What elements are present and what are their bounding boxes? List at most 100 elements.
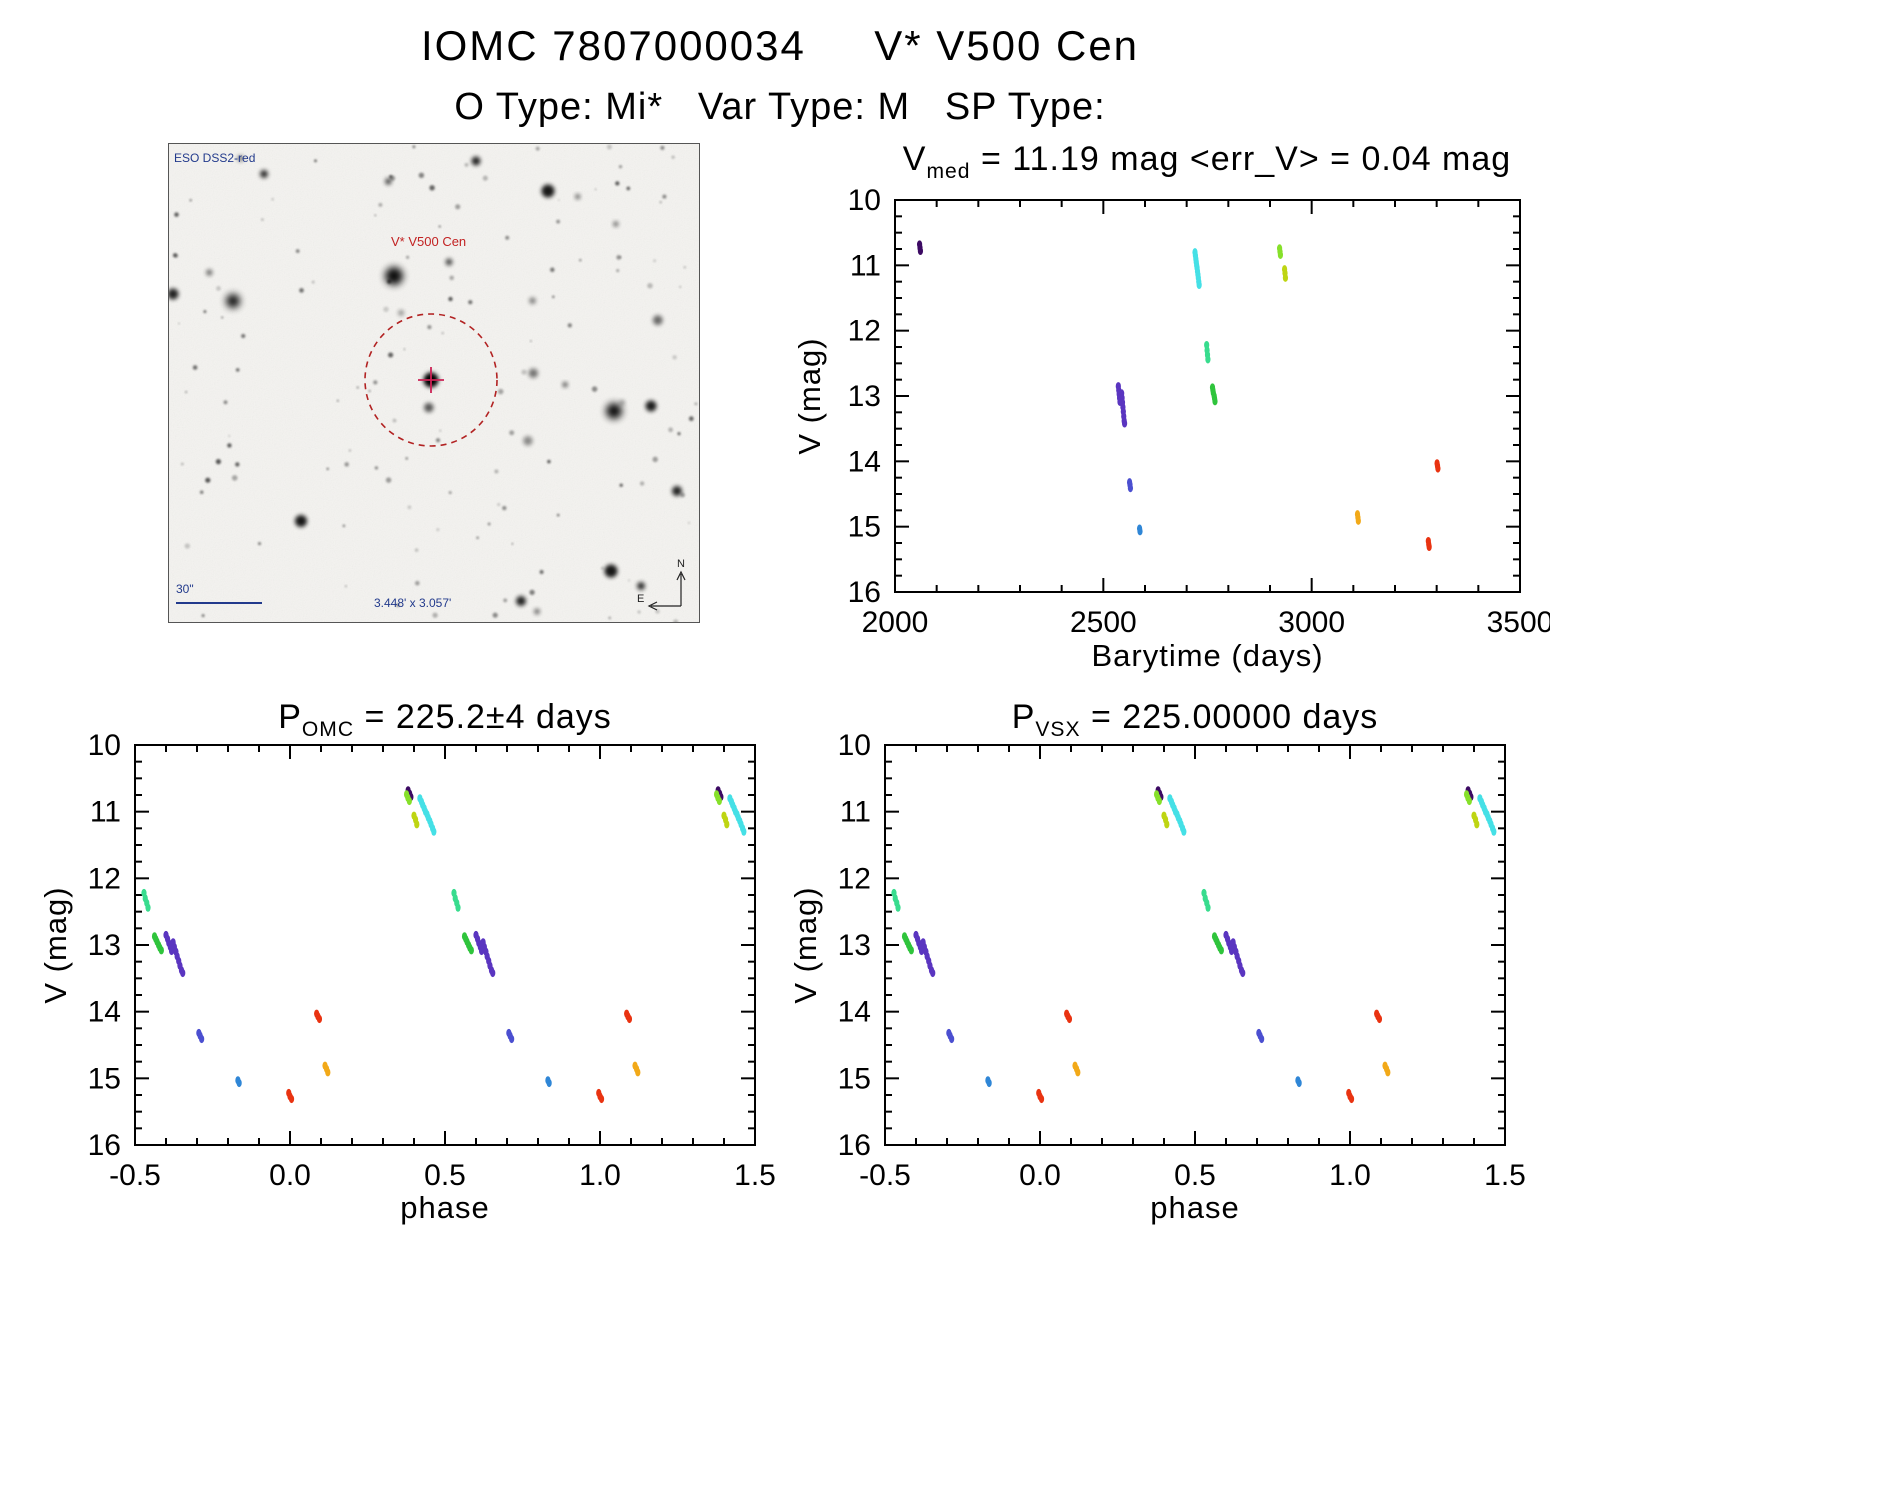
star: [385, 477, 392, 483]
star: [389, 175, 396, 181]
star: [172, 253, 178, 258]
data-point: [1218, 946, 1224, 955]
title-text: = 11.19 mag <err_V> = 0.04 mag: [970, 140, 1512, 178]
star: [449, 275, 454, 281]
x-tick-label: 0.5: [424, 1159, 466, 1192]
data-point: [431, 827, 437, 836]
y-tick-label: 12: [838, 862, 871, 895]
star: [619, 256, 622, 259]
star: [683, 266, 686, 269]
star: [628, 579, 630, 582]
y-tick-label: 11: [90, 796, 121, 829]
star: [441, 332, 444, 335]
y-tick-label: 15: [838, 1062, 871, 1095]
star: [448, 296, 453, 302]
star: [295, 249, 300, 253]
x-tick-label: 1.5: [1484, 1159, 1526, 1192]
star: [398, 310, 404, 316]
star: [550, 267, 555, 273]
x-tick-label: 3000: [1278, 606, 1345, 639]
star: [613, 221, 619, 227]
star: [201, 614, 205, 618]
data-point: [1282, 273, 1289, 282]
star: [178, 322, 180, 325]
star: [600, 566, 604, 570]
star: [235, 462, 240, 467]
star: [652, 456, 658, 463]
star: [439, 429, 442, 432]
data-point: [635, 1068, 641, 1077]
data-point: [288, 1094, 295, 1104]
star: [529, 589, 535, 596]
star: [659, 201, 662, 204]
phase-omc-plot: POMC = 225.2±4 days V (mag) phase -0.5 0.…: [20, 690, 800, 1250]
finder-scale-label: 30": [176, 582, 194, 596]
data-point: [917, 246, 924, 256]
star: [547, 459, 551, 464]
data-point: [1277, 250, 1284, 259]
star: [185, 391, 188, 394]
x-tick-label: -0.5: [859, 1159, 911, 1192]
star: [539, 570, 544, 574]
lightcurve-plot: Vmed = 11.19 mag <err_V> = 0.04 mag V (m…: [760, 130, 1550, 700]
data-point: [490, 968, 496, 978]
star: [445, 258, 453, 266]
star: [174, 212, 179, 217]
star: [383, 306, 389, 313]
data-point: [158, 946, 164, 955]
star: [455, 204, 461, 210]
data-point: [1376, 1014, 1383, 1024]
data-point: [716, 796, 722, 806]
target-cross-marker: [418, 367, 444, 393]
phase-omc-canvas: -0.5 0.0 0.5 1.0 1.5 10 11 12 13 14 15 16: [88, 729, 776, 1192]
star: [403, 348, 406, 351]
tick-labels: -0.5 0.0 0.5 1.0 1.5 10 11 12 13 14 15 16: [838, 729, 1526, 1192]
star: [672, 355, 677, 360]
y-tick-label: 13: [848, 380, 881, 413]
phase-omc-title: POMC = 225.2±4 days: [135, 698, 755, 742]
finder-scale-bar: [176, 602, 262, 604]
star: [221, 316, 224, 319]
y-tick-label: 12: [88, 862, 121, 895]
star: [429, 185, 435, 191]
data-point: [908, 946, 914, 955]
data-point: [1385, 1068, 1391, 1077]
x-tick-label: 0.0: [269, 1159, 311, 1192]
star: [378, 203, 383, 207]
star: [271, 197, 274, 201]
star: [468, 300, 473, 305]
star: [497, 503, 501, 506]
star: [215, 458, 222, 465]
data-point: [236, 1078, 242, 1088]
star: [662, 194, 667, 199]
y-tick-label: 11: [850, 249, 881, 282]
star: [492, 612, 498, 618]
star: [373, 380, 378, 385]
star: [502, 506, 507, 511]
star: [476, 536, 479, 539]
star: [616, 269, 620, 273]
data-point: [199, 1034, 205, 1044]
star: [604, 564, 618, 578]
data-points: [916, 240, 1441, 552]
star: [637, 610, 641, 614]
star: [639, 481, 645, 486]
star: [534, 608, 540, 615]
data-point: [895, 903, 901, 912]
star: [189, 199, 192, 202]
star: [616, 255, 621, 260]
star: [368, 390, 371, 392]
star: [226, 294, 240, 308]
star: [535, 146, 540, 151]
star: [608, 616, 611, 620]
star: [184, 543, 190, 549]
phase-vsx-title: PVSX = 225.00000 days: [885, 698, 1505, 742]
star: [356, 386, 359, 389]
star: [261, 218, 264, 221]
finder-chart: ESO DSS2-red V* V500 Cen 30" 3.448' x 3.…: [168, 143, 700, 623]
star: [228, 435, 231, 437]
star: [348, 449, 351, 452]
star: [374, 466, 378, 470]
data-point: [145, 903, 151, 912]
star: [471, 156, 481, 166]
